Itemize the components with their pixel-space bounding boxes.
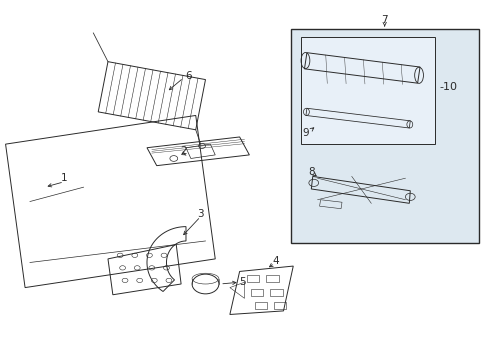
Text: 8: 8 xyxy=(308,167,314,177)
Bar xyxy=(300,37,434,144)
Text: 5: 5 xyxy=(239,277,246,287)
Text: 9: 9 xyxy=(302,128,308,138)
Text: 1: 1 xyxy=(61,173,67,183)
Bar xyxy=(274,302,286,310)
Bar xyxy=(250,289,263,296)
Text: 7: 7 xyxy=(381,15,387,26)
Bar xyxy=(246,275,259,282)
Text: 6: 6 xyxy=(185,71,191,81)
Text: -10: -10 xyxy=(439,82,457,92)
Text: 3: 3 xyxy=(197,209,203,219)
Bar xyxy=(254,302,266,310)
Bar xyxy=(266,275,278,282)
Text: 2: 2 xyxy=(180,146,186,156)
Bar xyxy=(270,289,282,296)
Bar xyxy=(290,30,478,243)
Text: 4: 4 xyxy=(272,256,279,266)
